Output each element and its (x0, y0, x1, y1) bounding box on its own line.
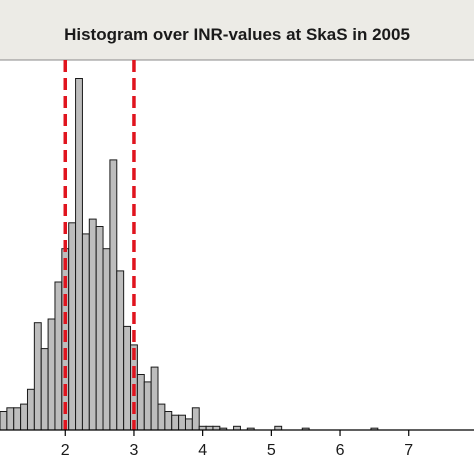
title-band (0, 0, 474, 60)
histogram-bar (75, 78, 83, 431)
histogram-bar (123, 325, 132, 431)
histogram-bar (136, 374, 145, 431)
histogram-bar (157, 403, 166, 431)
histogram-bar (116, 270, 125, 431)
histogram-bar (164, 411, 173, 431)
histogram-bar (95, 226, 104, 431)
x-tick-label: 7 (404, 442, 413, 459)
histogram-bar (171, 414, 180, 431)
histogram-bar (6, 407, 15, 431)
x-tick-label: 4 (198, 442, 207, 459)
histogram-bar (20, 403, 28, 431)
histogram-bar (13, 407, 22, 431)
reference-lines-layer (63, 60, 136, 430)
histogram-bar (54, 281, 63, 431)
histogram-bar (81, 233, 90, 431)
chart-title: Histogram over INR-values at SkaS in 200… (64, 25, 410, 44)
histogram-bar (178, 414, 186, 431)
histogram-bar (0, 411, 8, 431)
histogram-bar (102, 248, 111, 431)
histogram-bar (47, 318, 56, 431)
histogram-bar (191, 407, 200, 431)
x-tick-label: 3 (130, 442, 139, 459)
x-tick-label: 6 (336, 442, 345, 459)
histogram-bar (40, 348, 49, 431)
histogram-bar (33, 322, 42, 431)
histogram-bar (88, 218, 97, 431)
x-axis-ticks: 2 3 4 5 6 7 (61, 430, 413, 459)
x-tick-label: 2 (61, 442, 70, 459)
histogram-bar (150, 366, 159, 431)
histogram-bar (26, 388, 35, 431)
x-tick-label: 5 (267, 442, 276, 459)
histogram-bar (68, 222, 77, 431)
histogram-bar (109, 159, 118, 431)
histogram-bar (184, 418, 193, 431)
histogram-bar (143, 381, 152, 431)
